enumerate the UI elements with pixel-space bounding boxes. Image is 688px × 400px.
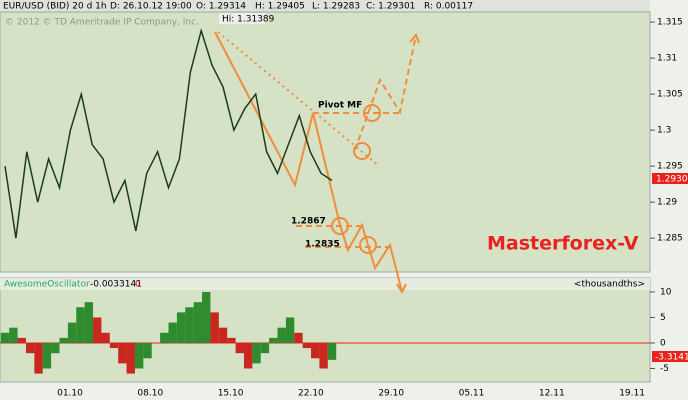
bar (17, 337, 26, 343)
bar (59, 337, 68, 343)
open: O: 1.29314 (196, 2, 246, 12)
oscillator-pane (0, 277, 651, 383)
y-tick-label: 1.295 (657, 162, 683, 172)
bar (42, 342, 52, 369)
bar (319, 342, 328, 369)
level-label: 1.2867 (291, 217, 326, 227)
bar (302, 342, 312, 349)
osc-tag: -3.3141 (655, 353, 688, 363)
bar (210, 312, 219, 343)
bar (143, 342, 152, 359)
price-line (4, 28, 333, 239)
bar (327, 342, 337, 360)
bar (25, 342, 35, 354)
bar (269, 337, 278, 343)
bar (84, 302, 94, 343)
x-tick-label: 08.10 (137, 389, 163, 399)
bar (101, 332, 110, 343)
bar (311, 342, 320, 359)
price-tag-box (652, 173, 688, 184)
y-tick-label: 0 (660, 338, 666, 348)
units: <thousandths> (574, 280, 645, 290)
y-tick-label: 5 (660, 313, 666, 323)
bar (109, 342, 119, 349)
bar (134, 342, 144, 369)
bar (160, 332, 169, 343)
bar (260, 342, 270, 354)
x-tick-label: 29.10 (378, 389, 404, 399)
bar (185, 307, 194, 343)
price-pane (0, 11, 651, 273)
y-tick-label: 1.315 (657, 18, 683, 28)
range: R: 0.00117 (424, 2, 473, 12)
y-tick-label: 1.29 (657, 198, 677, 208)
bar (51, 342, 60, 354)
x-tick-label: 01.10 (57, 389, 83, 399)
x-tick-label: 19.11 (619, 389, 645, 399)
annotation-lines (214, 31, 420, 295)
bar (277, 327, 286, 343)
oscillator-header (0, 278, 650, 290)
y-tick-label: 10 (660, 287, 672, 297)
x-tick-label: 15.10 (218, 389, 244, 399)
osc-tag-box (652, 351, 688, 362)
level-label: 1.2835 (305, 240, 340, 250)
low: L: 1.29283 (312, 2, 360, 12)
header-bar (0, 0, 650, 12)
y-tick-label: 1.31 (657, 54, 677, 64)
y-tick-label: 1.285 (657, 234, 683, 244)
bar (93, 317, 102, 343)
x-tick-label: 22.10 (298, 389, 324, 399)
bar (168, 322, 177, 343)
bar (252, 342, 261, 364)
close: C: 1.29301 (366, 2, 415, 12)
bar (285, 317, 295, 343)
bar (118, 342, 127, 364)
date: D: 26.10.12 19:00 (110, 2, 192, 12)
bar (126, 342, 135, 374)
bar (9, 327, 18, 343)
bar (176, 312, 186, 343)
brand: Masterforex-V (487, 233, 639, 255)
oscillator-zero: 0 (135, 280, 141, 290)
price-tag: 1.2930 (656, 175, 688, 185)
copyright: © 2012 © TD Ameritrade IP Company, Inc. (5, 18, 199, 28)
bar (227, 337, 236, 343)
x-tick-label: 12.11 (539, 389, 565, 399)
bar (76, 307, 85, 343)
bar (67, 322, 77, 343)
bar (34, 342, 43, 374)
bar (193, 302, 203, 343)
bar (0, 332, 10, 343)
pivot-label: Pivot MF (318, 101, 362, 111)
oscillator-value: -0.0033141 (90, 280, 142, 290)
bar (243, 342, 253, 369)
symbol: EUR/USD (BID) 20 d 1h (3, 2, 107, 12)
y-tick-label: 1.305 (657, 90, 683, 100)
oscillator-title: AwesomeOscillator (4, 280, 90, 290)
high: H: 1.29405 (255, 2, 305, 12)
y-tick-label: -5 (660, 364, 669, 374)
bar (218, 327, 228, 343)
bar (294, 332, 303, 343)
bar (235, 342, 244, 354)
x-tick-label: 05.11 (459, 389, 485, 399)
hi-label: Hi: 1.31389 (222, 15, 275, 25)
y-tick-label: 1.3 (657, 126, 671, 136)
hi-box (219, 13, 265, 24)
bar (202, 291, 211, 343)
